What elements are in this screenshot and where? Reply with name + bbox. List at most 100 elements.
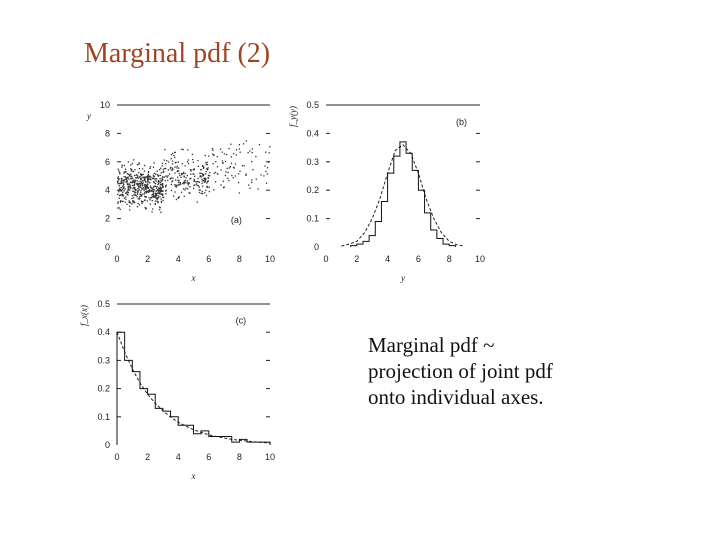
panel-0-scatter-point [144,206,146,209]
panel-0-scatter-point [204,177,206,179]
panel-1-yaxis-label: f_y(y) [288,106,298,127]
panel-0-scatter-point [174,191,176,193]
panel-0-scatter-point [139,193,141,196]
panel-0-scatter-point [159,191,161,193]
panel-0-scatter-point [189,192,191,194]
panel-0-xtick-label: 8 [237,254,242,264]
panel-0-scatter-point [170,177,172,179]
panel-0-scatter-point [124,188,126,190]
panel-0-scatter-point [178,196,181,198]
panel-0-scatter-point [163,167,165,170]
panel-0-scatter-point [183,175,185,178]
panel-0-ytick-label: 8 [105,128,110,138]
panel-0-scatter-point [140,178,142,181]
panel-0-scatter-point [237,181,240,184]
panel-0-scatter-point [206,161,208,163]
panel-0-scatter-point [222,162,224,164]
panel-0-scatter-point [117,183,119,185]
panel-0-scatter-point [181,163,183,165]
panel-0-scatter-point [121,164,123,167]
panel-0-scatter-point [212,153,214,155]
panel-0-scatter-point [208,190,210,193]
panel-0-scatter-point [137,202,139,205]
panel-0-scatter-point [184,172,186,175]
panel-0-scatter-point [142,176,144,178]
panel-0-scatter-point [203,177,205,180]
panel-0-scatter-point [176,167,178,169]
panel-0-scatter-point [157,181,159,183]
panel-0-scatter-point [121,193,123,195]
panel-0-scatter-point [160,180,162,182]
panel-0-scatter-point [156,185,158,188]
panel-0-scatter-point [158,181,160,183]
panel-0-scatter-point [230,156,233,158]
panel-0-scatter-point [153,195,155,197]
panel-0-scatter-point [122,184,124,187]
panel-0-scatter-point [140,190,142,192]
panel-1-xtick-label: 2 [354,254,359,264]
panel-0-scatter-point [161,186,163,188]
panel-0-scatter-point [146,182,149,184]
panel-0-scatter-point [144,193,146,195]
panel-0-panel-label: (a) [231,215,242,225]
panel-0-scatter-point [206,182,208,184]
panel-0-scatter-point [201,165,204,167]
panel-0-scatter-point [267,161,270,163]
panel-0-scatter-point [231,174,233,177]
panel-0-scatter-point [121,186,124,188]
panel-0-scatter-point [126,191,128,194]
panel-0-scatter-point [125,171,127,173]
panel-0-scatter-point [152,177,154,180]
panel-0-scatter-point [170,166,172,169]
panel-0-scatter-point [123,171,126,173]
panel-0-scatter-point [149,185,152,187]
panel-0-scatter-point [145,190,147,192]
panel-0-scatter-point [122,182,124,184]
panel-0-scatter-point [144,178,146,181]
panel-0-scatter-point [182,171,185,174]
panel-0-scatter-point [213,189,215,191]
panel-0-scatter-point [186,180,189,182]
panel-0-scatter-point [171,160,174,162]
panel-0-scatter-point [137,190,139,192]
panel-0-scatter-point [192,169,194,171]
panel-0-scatter-point [149,178,151,180]
panel-0-scatter-point [131,162,134,165]
panel-0-scatter-point [118,194,121,197]
panel-0-scatter-point [139,173,142,176]
panel-0-scatter-point [164,190,167,192]
caption-line-2: projection of joint pdf [368,359,553,383]
panel-0-scatter-point [141,168,144,170]
panel-0-yaxis-label: y [86,111,91,121]
panel-0-scatter-point [128,186,131,188]
panel-0-scatter-point [216,155,218,158]
panel-0-scatter-point [184,179,187,182]
panel-0-scatter-point [179,182,181,184]
panel-0-scatter-point [175,161,177,163]
panel-0-scatter-point [159,178,161,180]
panel-0-scatter-point [141,201,143,203]
panel-0-scatter-point [172,177,174,179]
panel-0-scatter-point [145,188,148,190]
panel-0-scatter-point [136,164,139,166]
panel-0-scatter-point [194,175,196,177]
panel-0-scatter-point [141,188,143,190]
panel-2-curve [116,332,271,444]
panel-0-scatter-point [133,174,136,177]
panel-0-scatter-point [135,191,137,194]
panel-0-scatter-point [136,183,138,186]
panel-1-ytick-label: 0 [314,242,319,252]
panel-0-scatter-point [130,175,132,177]
panel-0-scatter-point [141,202,143,205]
panel-0-scatter-point [118,197,120,199]
panel-0-scatter-point [144,185,146,187]
panel-0-scatter-point [145,176,147,178]
panel-0-scatter-point [251,179,253,181]
panel-0-scatter-point [161,183,163,185]
panel-0-scatter-point [121,189,123,192]
panel-0-scatter-point [201,191,203,193]
panel-0-scatter-point [247,184,250,186]
panel-0-scatter-point [132,180,135,182]
panel-0-scatter-point [257,188,259,190]
panel-0-scatter-point [124,168,127,170]
